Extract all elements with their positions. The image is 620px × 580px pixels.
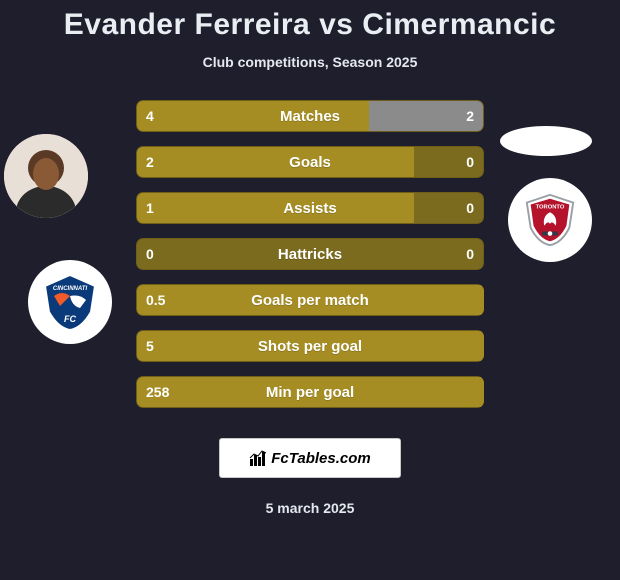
player-right-avatar: [500, 126, 592, 156]
svg-text:FC: FC: [64, 314, 76, 324]
stat-label: Shots per goal: [136, 330, 484, 362]
toronto-badge-icon: TORONTO: [521, 191, 579, 249]
stat-label: Matches: [136, 100, 484, 132]
player-left-avatar: [4, 134, 88, 218]
avatar-placeholder-icon: [4, 134, 88, 218]
stat-row: 42Matches: [136, 100, 484, 132]
svg-text:CINCINNATI: CINCINNATI: [53, 286, 88, 292]
fctables-logo-icon: [249, 449, 267, 467]
left-club-badge: CINCINNATI FC: [28, 260, 112, 344]
svg-text:TORONTO: TORONTO: [536, 204, 565, 210]
fctables-label: FcTables.com: [271, 450, 370, 467]
right-club-badge: TORONTO: [508, 178, 592, 262]
stat-row: 00Hattricks: [136, 238, 484, 270]
stat-row: 0.5Goals per match: [136, 284, 484, 316]
stat-label: Goals: [136, 146, 484, 178]
stat-row: 10Assists: [136, 192, 484, 224]
stat-row: 20Goals: [136, 146, 484, 178]
stat-label: Hattricks: [136, 238, 484, 270]
stat-row: 5Shots per goal: [136, 330, 484, 362]
comparison-subtitle: Club competitions, Season 2025: [0, 54, 620, 70]
comparison-title: Evander Ferreira vs Cimermancic: [0, 0, 620, 54]
comparison-date: 5 march 2025: [0, 500, 620, 516]
stat-row: 258Min per goal: [136, 376, 484, 408]
stat-label: Min per goal: [136, 376, 484, 408]
cincinnati-badge-icon: CINCINNATI FC: [40, 272, 100, 332]
stat-label: Goals per match: [136, 284, 484, 316]
stat-label: Assists: [136, 192, 484, 224]
fctables-badge: FcTables.com: [219, 438, 401, 478]
